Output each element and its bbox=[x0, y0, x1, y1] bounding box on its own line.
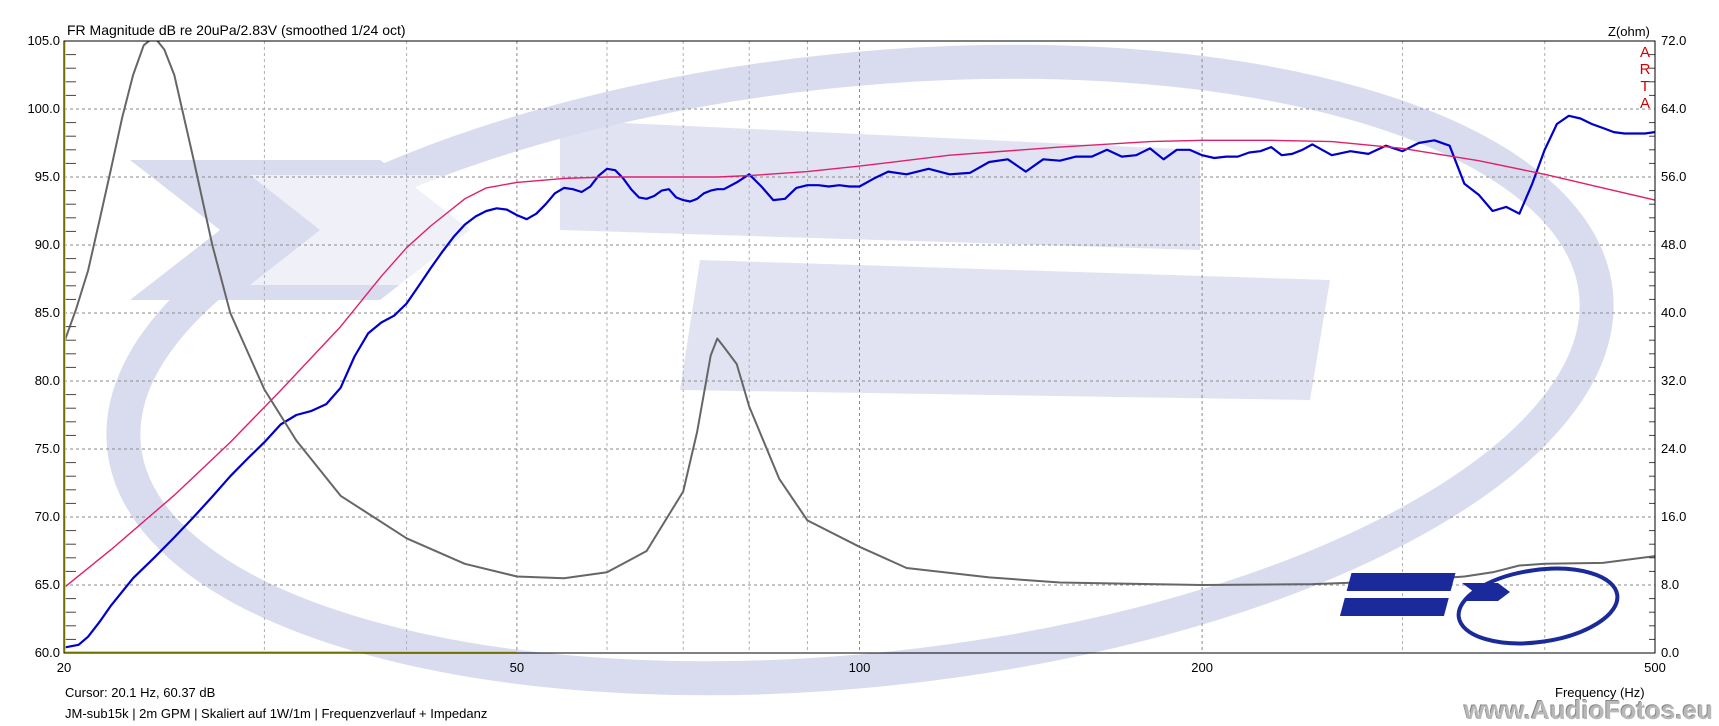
y2-tick-label: 56.0 bbox=[1661, 169, 1686, 184]
y-tick-label: 70.0 bbox=[35, 509, 60, 524]
y-tick-label: 100.0 bbox=[27, 101, 60, 116]
arta-letter: A bbox=[1639, 44, 1650, 61]
y-tick-label: 80.0 bbox=[35, 373, 60, 388]
y2-tick-label: 24.0 bbox=[1661, 441, 1686, 456]
cursor-readout: Cursor: 20.1 Hz, 60.37 dB bbox=[65, 685, 216, 700]
arta-letter: T bbox=[1640, 78, 1650, 95]
y-tick-label: 85.0 bbox=[35, 305, 60, 320]
axis-ticks: 60.0 65.0 70.0 75.0 80.0 85.0 90.0 95.0 100.0 105… bbox=[27, 33, 1686, 675]
series-line-2 bbox=[64, 41, 1655, 586]
series-line-1 bbox=[64, 139, 1655, 589]
arta-label: A R T A bbox=[1638, 44, 1652, 112]
audiofotos-watermark: www.AudioFotos.eu bbox=[1464, 695, 1713, 725]
x-tick-label: 500 bbox=[1644, 660, 1666, 675]
y-tick-label: 60.0 bbox=[35, 645, 60, 660]
jobst-audio-logo bbox=[1339, 566, 1620, 646]
x-tick-label: 20 bbox=[57, 660, 71, 675]
chart-title: FR Magnitude dB re 20uPa/2.83V (smoothed… bbox=[67, 22, 406, 38]
y2-tick-label: 40.0 bbox=[1661, 305, 1686, 320]
grid-lines bbox=[64, 41, 1655, 653]
y-tick-label: 95.0 bbox=[35, 169, 60, 184]
right-axis-title: Z(ohm) bbox=[1608, 24, 1650, 39]
y2-tick-label: 48.0 bbox=[1661, 237, 1686, 252]
jobst-audio-watermark-logo bbox=[106, 44, 1614, 696]
y2-tick-label: 64.0 bbox=[1661, 101, 1686, 116]
x-tick-label: 50 bbox=[510, 660, 524, 675]
series-line-0 bbox=[64, 114, 1655, 649]
y-tick-label: 105.0 bbox=[27, 33, 60, 48]
arta-letter: A bbox=[1639, 95, 1650, 112]
y-tick-label: 75.0 bbox=[35, 441, 60, 456]
y2-tick-label: 72.0 bbox=[1661, 33, 1686, 48]
y2-tick-label: 16.0 bbox=[1661, 509, 1686, 524]
footer-caption: JM-sub15k | 2m GPM | Skaliert auf 1W/1m … bbox=[65, 706, 488, 721]
arta-letter: R bbox=[1639, 61, 1651, 78]
y2-tick-label: 32.0 bbox=[1661, 373, 1686, 388]
curves bbox=[64, 41, 1655, 649]
plot-frame bbox=[63, 40, 1656, 654]
x-axis-label: Frequency (Hz) bbox=[1555, 685, 1645, 700]
x-tick-label: 200 bbox=[1191, 660, 1213, 675]
x-tick-label: 100 bbox=[849, 660, 871, 675]
y2-tick-label: 8.0 bbox=[1661, 577, 1679, 592]
y2-tick-label: 0.0 bbox=[1661, 645, 1679, 660]
y-tick-label: 90.0 bbox=[35, 237, 60, 252]
y-tick-label: 65.0 bbox=[35, 577, 60, 592]
